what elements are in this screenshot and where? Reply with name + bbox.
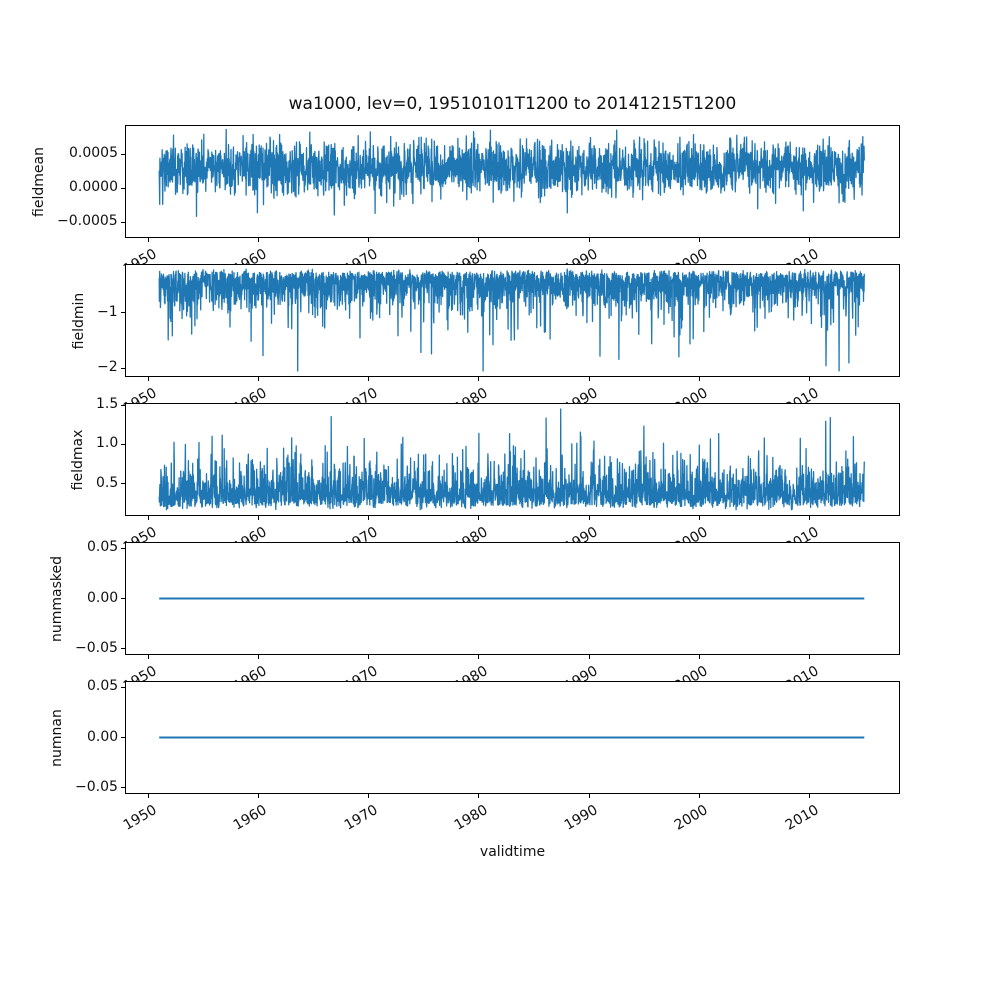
chart-title: wa1000, lev=0, 19510101T1200 to 20141215… <box>288 94 737 114</box>
axes-frame-numnan <box>125 681 900 794</box>
x-tick-mark <box>809 516 811 520</box>
x-tick-mark <box>368 377 370 381</box>
x-tick-mark <box>478 516 480 520</box>
y-tick-label: 0.5 <box>96 474 119 491</box>
y-tick-label: −0.0005 <box>57 213 118 230</box>
series-line-fieldmax <box>158 408 865 511</box>
x-tick-mark <box>809 377 811 381</box>
y-tick-mark <box>121 737 125 738</box>
y-tick-mark <box>121 404 125 406</box>
x-tick-mark <box>478 794 480 798</box>
y-tick-label: 0.05 <box>87 539 119 556</box>
series-line-nummasked <box>159 597 865 600</box>
y-tick-label: 1.5 <box>96 396 119 413</box>
x-tick-label: 1970 <box>341 802 381 834</box>
x-tick-mark <box>478 238 480 242</box>
x-tick-mark <box>588 655 590 659</box>
axes-frame-nummasked <box>125 542 900 655</box>
axes-frame-fieldmax <box>125 403 900 516</box>
axes-frame-fieldmean <box>125 125 900 238</box>
series-line-fieldmean <box>158 128 865 218</box>
y-tick-label: 0.0005 <box>69 145 118 162</box>
y-tick-mark <box>121 483 125 485</box>
x-tick-label: 1990 <box>561 802 601 834</box>
y-tick-mark <box>121 367 125 369</box>
x-tick-mark <box>698 377 700 381</box>
x-tick-mark <box>147 794 149 798</box>
y-tick-label: −1 <box>97 303 118 320</box>
y-tick-label: −0.05 <box>75 639 118 656</box>
x-tick-mark <box>698 516 700 520</box>
x-tick-mark <box>698 655 700 659</box>
series-line-numnan <box>159 736 865 739</box>
x-tick-mark <box>478 377 480 381</box>
x-tick-mark <box>147 516 149 520</box>
x-tick-mark <box>257 377 259 381</box>
ylabel-fieldmax: fieldmax <box>70 429 86 490</box>
series-path <box>158 128 865 218</box>
x-tick-mark <box>809 655 811 659</box>
y-tick-label: 1.0 <box>96 435 119 452</box>
y-tick-label: 0.00 <box>87 728 119 745</box>
x-tick-mark <box>588 377 590 381</box>
series-path <box>158 268 865 372</box>
x-tick-mark <box>368 238 370 242</box>
y-tick-mark <box>121 443 125 445</box>
x-tick-mark <box>147 655 149 659</box>
x-tick-mark <box>368 516 370 520</box>
ylabel-numnan: numnan <box>49 708 65 767</box>
x-tick-label: 1980 <box>451 802 491 834</box>
ylabel-fieldmean: fieldmean <box>31 146 47 217</box>
x-tick-mark <box>588 516 590 520</box>
x-tick-mark <box>257 516 259 520</box>
x-tick-label: 1950 <box>120 802 160 834</box>
x-axis-label: validtime <box>479 844 546 860</box>
series-path <box>158 408 865 511</box>
y-tick-label: −0.05 <box>75 778 118 795</box>
x-tick-mark <box>478 655 480 659</box>
y-tick-mark <box>121 153 125 155</box>
y-tick-label: 0.05 <box>87 678 119 695</box>
y-tick-mark <box>121 598 125 599</box>
y-tick-label: 0.0000 <box>69 179 118 196</box>
y-tick-mark <box>121 547 125 549</box>
y-tick-mark <box>121 686 125 688</box>
x-tick-mark <box>588 238 590 242</box>
y-tick-mark <box>121 787 125 789</box>
x-tick-mark <box>147 377 149 381</box>
x-tick-label: 1960 <box>231 802 271 834</box>
axes-frame-fieldmin <box>125 264 900 377</box>
x-tick-mark <box>368 794 370 798</box>
x-tick-mark <box>698 238 700 242</box>
y-tick-label: 0.00 <box>87 589 119 606</box>
x-tick-mark <box>809 794 811 798</box>
x-tick-label: 2010 <box>782 802 822 834</box>
x-tick-mark <box>588 794 590 798</box>
x-tick-mark <box>368 655 370 659</box>
x-tick-mark <box>257 794 259 798</box>
y-tick-mark <box>121 187 125 189</box>
x-tick-mark <box>257 655 259 659</box>
y-tick-mark <box>121 221 125 223</box>
x-tick-mark <box>809 238 811 242</box>
x-tick-mark <box>698 794 700 798</box>
y-tick-mark <box>121 312 125 314</box>
y-tick-label: −2 <box>97 359 118 376</box>
x-tick-label: 2000 <box>672 802 711 834</box>
y-tick-mark <box>121 648 125 650</box>
x-tick-mark <box>257 238 259 242</box>
x-tick-mark <box>147 238 149 242</box>
series-line-fieldmin <box>158 268 865 372</box>
